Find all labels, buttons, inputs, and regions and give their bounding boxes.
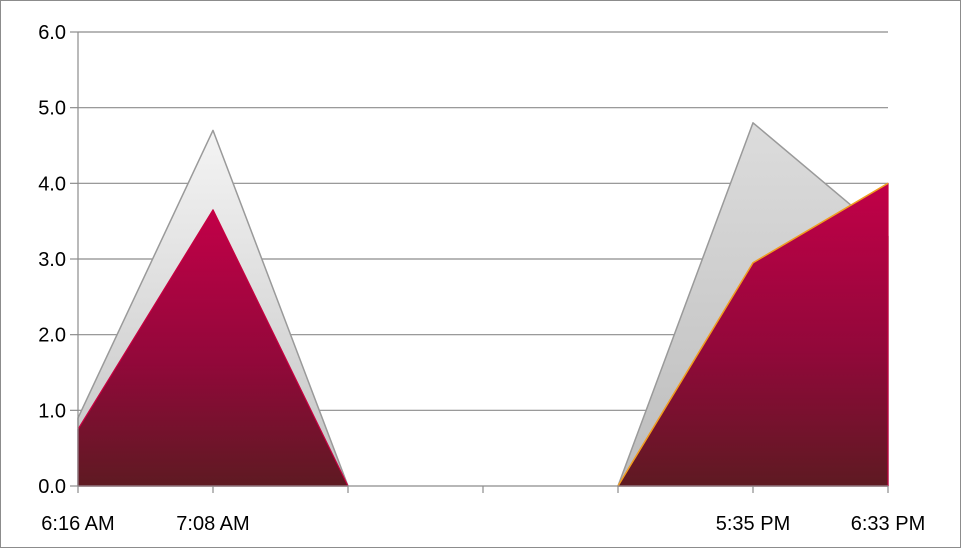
y-tick-label: 6.0: [38, 22, 66, 44]
x-tick-label: 6:16 AM: [41, 513, 114, 535]
y-tick-label: 5.0: [38, 98, 66, 120]
y-tick-label: 2.0: [38, 325, 66, 347]
x-tick-label: 6:33 PM: [851, 513, 925, 535]
axes: [70, 31, 889, 493]
y-tick-label: 3.0: [38, 249, 66, 271]
y-tick-label: 1.0: [38, 400, 66, 422]
accent-edge-line: [617, 182, 889, 487]
tick-labels: 0.0 1.0 2.0 3.0 4.0 5.0 6.0 6:16 AM 7:08 AM 5:35 …: [38, 22, 925, 535]
x-tick-label: 5:35 PM: [716, 513, 790, 535]
y-tick-label: 0.0: [38, 476, 66, 498]
area-series: [77, 122, 889, 487]
x-tick-label: 7:08 AM: [176, 513, 249, 535]
y-tick-label: 4.0: [38, 173, 66, 195]
